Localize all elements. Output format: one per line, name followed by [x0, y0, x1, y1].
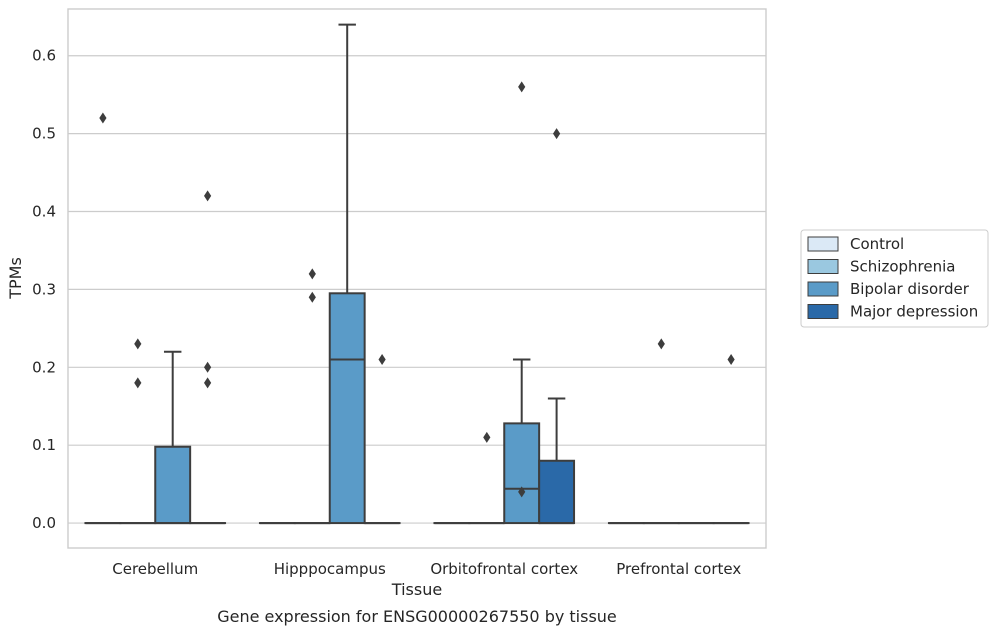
x-tick-label: Cerebellum — [112, 560, 198, 578]
box-0-1 — [119, 338, 157, 525]
box-3-3 — [712, 354, 750, 525]
outlier-point — [99, 112, 107, 124]
outlier-point — [308, 291, 316, 303]
x-axis-label: Tissue — [391, 580, 442, 599]
y-tick-label: 0.2 — [32, 358, 56, 376]
y-tick-labels: 0.0 0.1 0.2 0.3 0.4 0.5 0.6 — [32, 47, 56, 532]
legend-frame — [800, 229, 989, 328]
legend-swatch — [807, 236, 839, 252]
box-0-0 — [84, 112, 122, 525]
gridlines — [68, 55, 766, 524]
box-2-2 — [503, 81, 541, 525]
legend-swatch — [807, 304, 839, 319]
y-tick-label: 0.0 — [32, 514, 56, 532]
box-0-2 — [154, 350, 192, 525]
outlier-point — [518, 81, 526, 93]
legend-swatch — [807, 281, 839, 297]
plot-frame — [67, 8, 767, 549]
y-axis-label: TPMs — [6, 257, 25, 300]
box-body — [538, 459, 576, 525]
x-tick-label: Prefrontal cortex — [616, 560, 741, 578]
outlier-point — [308, 268, 316, 280]
box-1-3 — [363, 354, 401, 525]
x-tick-label: Orbitofrontal cortex — [430, 560, 578, 578]
chart-caption: Gene expression for ENSG00000267550 by t… — [217, 607, 617, 626]
outlier-point — [553, 128, 561, 140]
legend-label: Bipolar disorder — [850, 280, 970, 298]
y-tick-label: 0.5 — [32, 125, 56, 143]
legend-label: Schizophrenia — [850, 258, 955, 276]
y-tick-label: 0.3 — [32, 280, 56, 298]
y-tick-label: 0.1 — [32, 436, 56, 454]
y-tick-label: 0.6 — [32, 47, 56, 65]
outlier-point — [134, 338, 142, 350]
outlier-point — [483, 431, 491, 443]
box-1-1 — [293, 268, 331, 525]
outlier-point — [727, 354, 735, 366]
outlier-point — [657, 338, 665, 350]
box-2-3 — [538, 128, 576, 525]
box-0-3 — [189, 190, 227, 525]
legend: Control Schizophrenia Bipolar disorder Majo… — [800, 229, 989, 328]
legend-label: Major depression — [850, 303, 978, 321]
outlier-point — [518, 486, 526, 498]
y-tick-label: 0.4 — [32, 203, 56, 221]
legend-swatch — [807, 259, 839, 274]
outlier-point — [204, 361, 212, 373]
box-body — [503, 422, 541, 525]
outlier-point — [204, 377, 212, 389]
box-1-2 — [328, 23, 366, 525]
legend-label: Control — [850, 235, 904, 253]
outlier-point — [378, 354, 386, 366]
boxes — [84, 23, 750, 525]
box-body — [328, 292, 366, 525]
x-tick-labels: Cerebellum Hipppocampus Orbitofrontal cort… — [112, 560, 741, 578]
outlier-point — [204, 190, 212, 202]
x-tick-label: Hipppocampus — [274, 560, 386, 578]
box-body — [154, 445, 192, 525]
box-3-1 — [642, 338, 680, 525]
outlier-point — [134, 377, 142, 389]
